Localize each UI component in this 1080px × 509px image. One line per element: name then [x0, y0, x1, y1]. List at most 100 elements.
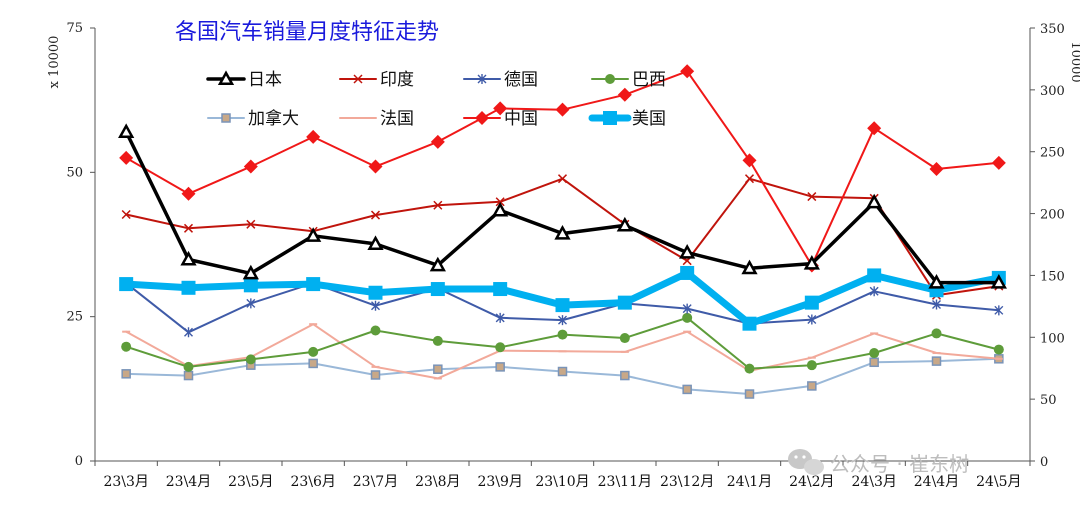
data-point	[619, 333, 630, 344]
data-point	[807, 192, 817, 202]
data-point	[492, 201, 509, 217]
legend-marker	[475, 111, 489, 125]
data-point	[680, 64, 695, 79]
y-left-tick-label: 50	[66, 165, 83, 180]
legend-marker	[605, 74, 615, 84]
legend-item: 中国	[463, 109, 538, 129]
legend-item: 加拿大	[207, 108, 299, 129]
data-point	[931, 356, 942, 366]
data-point	[493, 101, 508, 116]
chart-title: 各国汽车销量月度特征走势	[175, 20, 439, 45]
x-tick-label: 23\8月	[415, 474, 460, 490]
data-point	[429, 256, 446, 272]
data-point	[243, 159, 258, 174]
data-point	[368, 285, 383, 300]
data-point	[866, 193, 883, 209]
data-point	[869, 357, 879, 368]
x-tick-label: 24\3月	[851, 474, 896, 490]
data-point	[744, 389, 755, 399]
data-point	[181, 186, 196, 201]
y-right-tick-label: 50	[1040, 393, 1057, 408]
data-point	[931, 328, 942, 339]
data-point	[305, 227, 322, 242]
legend-marker	[603, 111, 617, 125]
data-point	[867, 121, 882, 136]
data-point	[180, 250, 197, 266]
data-point	[493, 282, 508, 297]
y-right-tick-label: 200	[1040, 208, 1065, 223]
data-point	[119, 150, 134, 165]
legend-marker	[477, 74, 487, 84]
legend-label: 中国	[504, 109, 538, 129]
data-point	[617, 87, 632, 102]
legend-label: 印度	[380, 70, 414, 90]
data-point	[183, 223, 194, 233]
data-point	[679, 244, 696, 259]
data-point	[869, 286, 879, 297]
y-left-tick-label: 75	[66, 21, 83, 36]
data-point	[433, 364, 443, 374]
legend-item: 印度	[339, 70, 414, 90]
data-point	[558, 315, 567, 326]
x-tick-label: 23\6月	[290, 474, 335, 490]
x-tick-label: 24\1月	[727, 474, 772, 490]
legend-label: 法国	[380, 109, 414, 129]
data-point	[371, 300, 380, 311]
data-point	[682, 303, 692, 314]
data-point	[680, 265, 695, 280]
data-point	[807, 314, 817, 325]
data-point	[495, 312, 505, 323]
data-point	[803, 254, 820, 270]
category-labels: 23\3月 23\4月 23\5月 23\6月 23\7月 23\8月 23\9月 23\10…	[103, 474, 1021, 490]
data-point	[990, 274, 1007, 289]
watermark: 公众号 · 崔东树	[788, 449, 969, 476]
x-tick-label: 23\3月	[103, 474, 148, 490]
data-point	[682, 312, 693, 323]
data-point	[119, 277, 134, 292]
data-point	[370, 325, 381, 336]
data-point	[306, 277, 321, 292]
legend-item: 美国	[588, 109, 666, 129]
data-point	[121, 369, 131, 379]
y-right-tick-label: 0	[1040, 455, 1048, 470]
data-point	[243, 278, 258, 293]
data-point	[367, 235, 384, 250]
data-point	[993, 344, 1004, 355]
x-tick-label: 23\4月	[166, 474, 211, 490]
y-right-tick-label: 100	[1040, 331, 1065, 346]
data-point	[183, 361, 194, 372]
data-point	[181, 280, 196, 295]
data-point	[555, 102, 570, 117]
data-point	[246, 298, 256, 309]
series-line	[125, 357, 1000, 395]
data-point	[616, 216, 633, 232]
legend-label: 德国	[504, 70, 538, 90]
series-德国	[121, 278, 1004, 338]
series-line	[125, 316, 1000, 370]
legend-item: 巴西	[591, 70, 666, 90]
data-point	[432, 335, 443, 346]
data-point	[184, 327, 193, 338]
data-point	[242, 264, 259, 280]
data-point	[370, 370, 381, 380]
data-point	[555, 298, 570, 313]
series-中国	[119, 64, 1006, 273]
data-point	[121, 341, 132, 352]
data-point	[741, 259, 758, 275]
x-tick-label: 23\5月	[228, 474, 273, 490]
data-point	[306, 129, 321, 144]
data-point	[804, 295, 819, 310]
data-point	[806, 360, 817, 371]
data-point	[744, 174, 755, 184]
x-tick-label: 23\7月	[353, 474, 398, 490]
y-left-axis-label: x 10000	[47, 36, 62, 89]
legend-marker	[217, 70, 235, 86]
wechat-icon	[788, 449, 824, 475]
x-tick-label: 24\2月	[789, 474, 834, 490]
data-point	[991, 155, 1006, 170]
y-right-tick-label: 300	[1040, 84, 1065, 99]
data-point	[245, 354, 256, 365]
data-point	[308, 346, 319, 357]
data-point	[742, 316, 757, 331]
data-point	[554, 224, 571, 240]
